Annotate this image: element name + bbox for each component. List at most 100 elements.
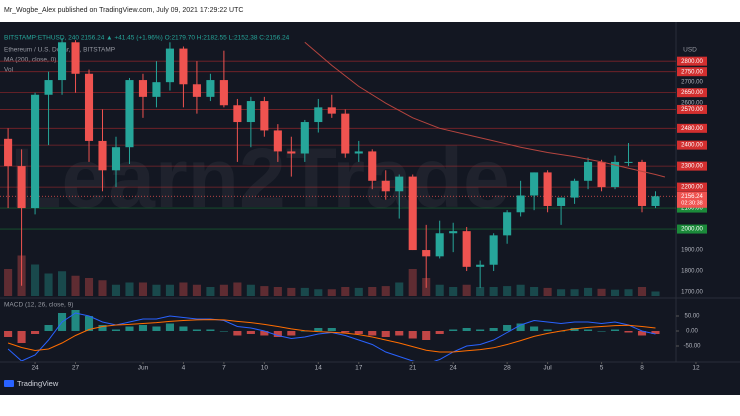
volume-bar [44, 273, 53, 296]
brand: TradingView [4, 379, 59, 388]
macd-histogram-bar [489, 328, 498, 331]
candle-body [395, 176, 404, 192]
volume-bar [111, 284, 121, 296]
candle-body [165, 48, 174, 83]
candle-body [273, 130, 282, 152]
legend-entry: Vol [4, 67, 14, 74]
macd-histogram-bar [300, 331, 309, 332]
volume-bar [610, 289, 620, 296]
y-tick-label: 2750.00 [681, 69, 703, 75]
volume-bar [408, 269, 417, 296]
volume-bar [530, 287, 539, 296]
macd-histogram-bar [273, 331, 282, 337]
candle-body [516, 195, 525, 213]
signal-line [7, 319, 656, 353]
volume-bar [206, 287, 215, 296]
volume-bar [314, 289, 323, 296]
volume-bar [584, 287, 593, 296]
x-tick-label: 21 [409, 365, 417, 372]
publish-info: Mr_Wogbe_Alex published on TradingView.c… [4, 7, 243, 14]
x-tick-label: 28 [504, 365, 512, 372]
macd-histogram-bar [17, 331, 26, 343]
candle-body [489, 235, 498, 265]
y-tick-label: 2700.00 [681, 80, 703, 86]
candle-body [84, 73, 94, 141]
x-tick-label: 5 [600, 365, 604, 372]
macd-histogram-bar [31, 331, 40, 334]
last-price-label: 2156.24 [681, 194, 703, 200]
volume-bar [327, 289, 336, 296]
y-tick-label: 2650.00 [681, 90, 703, 96]
candle-body [44, 80, 53, 95]
macd-histogram-bar [327, 328, 336, 331]
symbol-line: BITSTAMP:ETHUSD, 240 2156.24 ▲ +41.45 (+… [4, 35, 290, 42]
candle-body [152, 82, 161, 97]
candle-body [368, 151, 377, 181]
y-tick-label: 2600.00 [681, 101, 703, 107]
candle-body [71, 42, 80, 74]
macd-histogram-bar [637, 331, 647, 336]
candle-body [597, 161, 606, 188]
volume-bar [219, 284, 228, 296]
macd-histogram-bar [260, 331, 269, 336]
candle-body [341, 113, 350, 154]
macd-histogram-bar [98, 325, 107, 331]
volume-bar [179, 282, 188, 296]
candle-body [610, 161, 620, 188]
candle-body [233, 105, 242, 123]
y-tick-label: 2800.00 [681, 59, 703, 65]
macd-histogram-bar [125, 326, 134, 331]
level-label-box [677, 140, 707, 150]
volume-bar [462, 284, 471, 296]
candle-body [192, 84, 201, 97]
macd-histogram-bar [449, 329, 458, 331]
y-tick-label: 2570.00 [681, 107, 703, 113]
volume-bar [597, 288, 606, 296]
volume-bar [449, 287, 458, 296]
candle-body [219, 80, 228, 106]
candle-body [435, 233, 444, 257]
macd-histogram-bar [206, 329, 215, 331]
candle-body [381, 180, 390, 192]
x-tick-label: 4 [182, 365, 186, 372]
y-tick-label: 2480.00 [681, 126, 703, 132]
candle-body [570, 180, 579, 198]
candle-body [111, 147, 121, 171]
macd-histogram-bar [381, 331, 390, 337]
candle-body [543, 172, 552, 206]
volume-bar [637, 287, 647, 296]
volume-bar [354, 287, 363, 296]
volume-bar [570, 289, 579, 296]
volume-bar [489, 287, 498, 296]
x-tick-label: 7 [222, 365, 226, 372]
candle-body [4, 138, 13, 167]
y-tick-label: 2100.00 [681, 206, 703, 212]
y-tick-label: 1800.00 [681, 269, 703, 275]
volume-bar [260, 286, 269, 296]
y-tick-label: 2400.00 [681, 143, 703, 149]
candle-body [31, 94, 40, 209]
candle-body [17, 166, 26, 209]
candle-body [57, 42, 67, 81]
level-label-box [677, 56, 707, 66]
macd-histogram-bar [165, 323, 174, 331]
macd-histogram-bar [314, 328, 323, 331]
volume-bar [624, 289, 633, 296]
macd-histogram-bar [476, 329, 485, 331]
macd-histogram-bar [192, 329, 201, 331]
candle-body [584, 161, 593, 181]
candle-body [637, 161, 647, 206]
volume-bar [557, 289, 566, 296]
macd-histogram-bar [84, 316, 94, 331]
legend-entry: MA (200, close, 0) [4, 57, 56, 64]
volume-bar [152, 284, 161, 296]
macd-histogram-bar [138, 325, 148, 331]
x-tick-label: 8 [640, 365, 644, 372]
y-tick-label: 1700.00 [681, 290, 703, 296]
y-tick-label: 2300.00 [681, 164, 703, 170]
level-label-box [677, 123, 707, 133]
x-tick-label: 24 [450, 365, 458, 372]
level-label-box [677, 224, 707, 234]
candle-body [422, 250, 431, 257]
